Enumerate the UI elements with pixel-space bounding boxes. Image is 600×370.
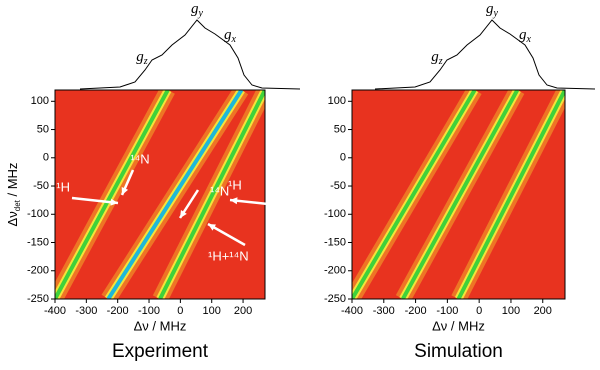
caption: Experiment [112,341,209,362]
x-tick-label: -300 [75,305,97,317]
g-label: gy [191,1,204,19]
x-axis-label: Δν / MHz [432,318,485,333]
ridges [55,90,265,299]
y-tick-label: -50 [330,180,346,192]
caption: Simulation [414,341,503,362]
g-symbol: g [136,49,144,65]
ridge [352,90,477,299]
y-tick-label: 0 [340,152,346,164]
y-tick-label: 0 [43,152,49,164]
g-label: gy [486,1,499,19]
y-tick-label: -250 [324,293,346,305]
g-label: gz [431,49,443,67]
ridge [106,90,244,299]
ridge [55,90,170,299]
x-tick-label: -300 [373,305,395,317]
y-label-main: Δν [5,211,20,226]
ridge [401,90,520,299]
heatmap-background [55,90,265,299]
ridges [352,90,565,299]
y-tick-label: 50 [37,123,49,135]
x-tick-label: -100 [436,305,458,317]
x-tick-label: -400 [44,305,66,317]
y-tick-label: 50 [334,123,346,135]
g-sub: z [438,56,443,67]
x-tick-label: 0 [476,305,482,317]
x-tick-label: 100 [502,305,520,317]
x-axis-label: Δν / MHz [134,318,187,333]
x-tick-label: 200 [534,305,552,317]
plot-frame [351,89,566,300]
x-tick-label: 200 [234,305,252,317]
ridge [158,90,265,299]
annotation: ¹H [56,179,70,194]
g-symbol: g [224,27,232,43]
g-sub: z [143,56,148,67]
epr-spectrum [374,19,596,90]
g-sub: y [198,8,204,19]
x-tick-label: 100 [203,305,221,317]
g-sub: x [526,34,532,45]
y-tick-label: -50 [33,180,49,192]
y-tick-label: -200 [324,265,346,277]
annotation: ¹H [228,177,242,192]
arrow-head [180,210,187,218]
x-tick-label: -200 [107,305,129,317]
g-label: gx [224,27,237,45]
annotation: ¹H+¹⁴N [208,248,249,263]
y-label-sub: det [13,199,22,211]
g-symbol: g [486,1,494,17]
arrow-head [110,198,118,206]
y-tick-label: -200 [27,265,49,277]
ridge [456,90,565,299]
g-label: gz [136,49,148,67]
arrow-head [121,187,129,195]
x-tick-label: -400 [341,305,363,317]
y-axis-label: Δνdet / MHz [5,163,22,227]
y-tick-label: 100 [328,95,346,107]
x-tick-label: -200 [405,305,427,317]
y-tick-label: -100 [27,208,49,220]
g-symbol: g [431,49,439,65]
g-symbol: g [519,27,527,43]
x-tick-label: 0 [177,305,183,317]
plot-frame [54,89,266,300]
annotation: ¹⁴N [210,183,229,198]
y-tick-label: -150 [324,236,346,248]
y-tick-label: 100 [31,95,49,107]
g-symbol: g [191,1,199,17]
g-sub: y [493,8,499,19]
arrow-head [230,197,238,205]
arrow [71,196,119,205]
epr-spectrum [79,19,301,90]
annotation: ¹⁴N [130,151,149,166]
g-sub: x [231,34,237,45]
y-tick-label: -250 [27,293,49,305]
x-tick-label: -100 [138,305,160,317]
g-label: gx [519,27,532,45]
y-label-unit: / MHz [5,163,20,201]
y-tick-label: -100 [324,208,346,220]
arrow-head [208,224,216,231]
y-tick-label: -150 [27,236,49,248]
